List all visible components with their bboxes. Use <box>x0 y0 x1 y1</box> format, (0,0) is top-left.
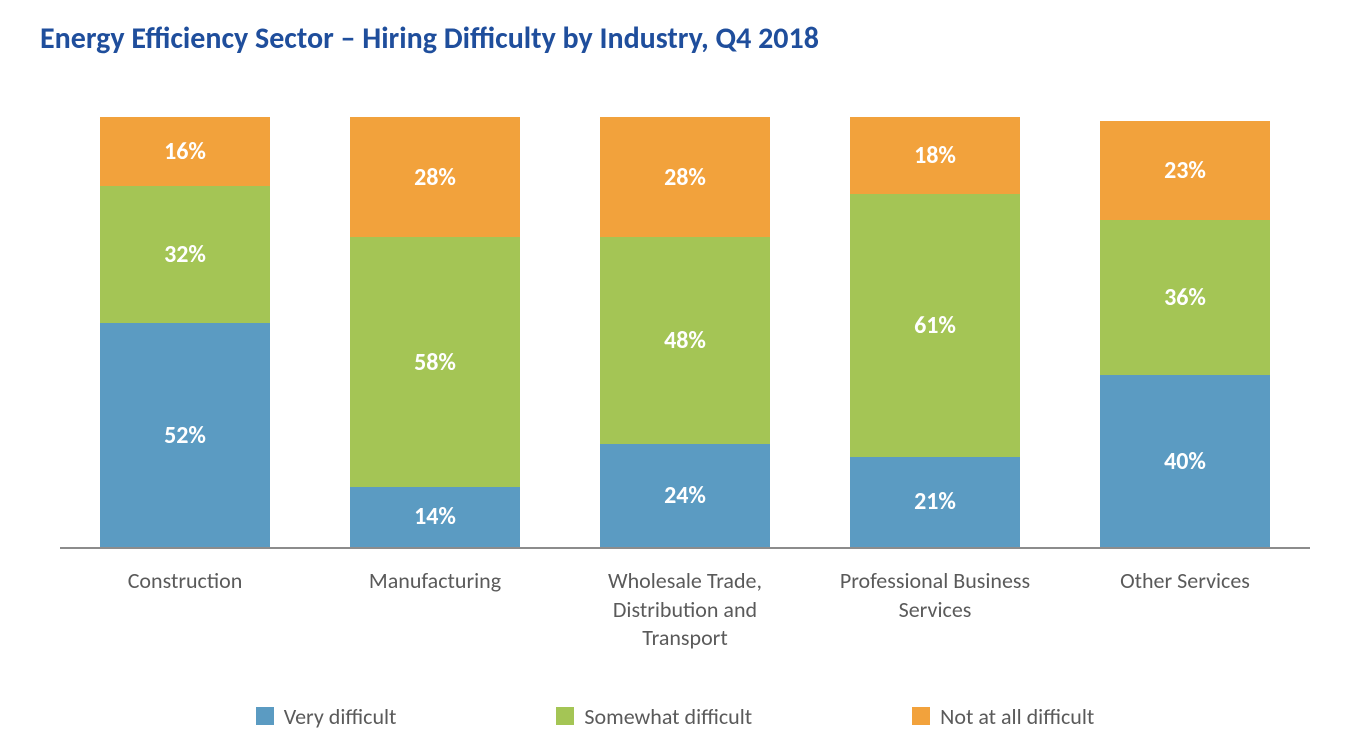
bar-segment-somewhat: 61% <box>850 194 1020 456</box>
bar-segment-somewhat: 58% <box>350 237 520 486</box>
category-label: Manufacturing <box>320 567 550 653</box>
legend-label: Not at all difficult <box>940 703 1094 730</box>
legend: Very difficult Somewhat difficult Not at a… <box>40 703 1310 730</box>
bar-segment-notatall: 28% <box>350 117 520 237</box>
bar-segment-very: 52% <box>100 323 270 547</box>
category-label: Other Services <box>1070 567 1300 653</box>
category-label: Professional Business Services <box>820 567 1050 653</box>
legend-label: Very difficult <box>284 703 397 730</box>
chart-plot-area: 16%32%52%28%58%14%28%48%24%18%61%21%23%3… <box>60 117 1310 549</box>
legend-swatch <box>556 707 574 725</box>
bar-column: 18%61%21% <box>850 117 1020 547</box>
category-labels-row: ConstructionManufacturingWholesale Trade… <box>60 567 1310 653</box>
legend-label: Somewhat difficult <box>584 703 752 730</box>
category-label: Construction <box>70 567 300 653</box>
bar-column: 23%36%40% <box>1100 121 1270 547</box>
bar-segment-somewhat: 36% <box>1100 220 1270 375</box>
legend-swatch <box>912 707 930 725</box>
bar-segment-somewhat: 32% <box>100 186 270 324</box>
bar-segment-notatall: 28% <box>600 117 770 237</box>
legend-item: Very difficult <box>256 703 397 730</box>
legend-item: Not at all difficult <box>912 703 1094 730</box>
bar-column: 28%48%24% <box>600 117 770 547</box>
category-label: Wholesale Trade, Distribution and Transp… <box>570 567 800 653</box>
bar-segment-somewhat: 48% <box>600 237 770 443</box>
bar-column: 16%32%52% <box>100 117 270 547</box>
bar-column: 28%58%14% <box>350 117 520 547</box>
bar-segment-notatall: 23% <box>1100 121 1270 220</box>
bar-segment-notatall: 16% <box>100 117 270 186</box>
bar-segment-very: 40% <box>1100 375 1270 547</box>
chart-title: Energy Efficiency Sector – Hiring Diffic… <box>40 20 1310 57</box>
bar-segment-very: 24% <box>600 444 770 547</box>
legend-swatch <box>256 707 274 725</box>
legend-item: Somewhat difficult <box>556 703 752 730</box>
bar-segment-very: 21% <box>850 457 1020 547</box>
bar-segment-very: 14% <box>350 487 520 547</box>
bar-segment-notatall: 18% <box>850 117 1020 194</box>
